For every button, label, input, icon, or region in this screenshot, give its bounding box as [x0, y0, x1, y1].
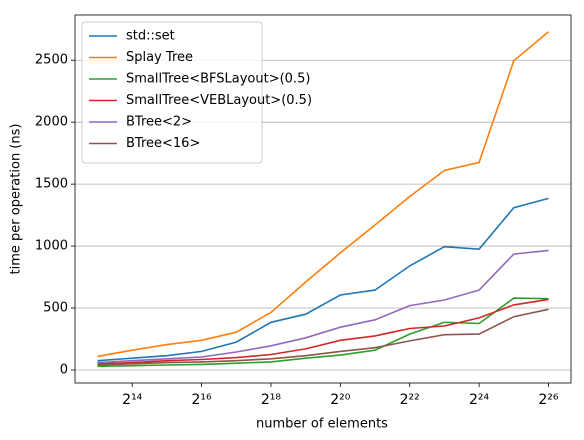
y-tick-label: 500 — [43, 301, 68, 316]
legend-label: SmallTree<BFSLayout>(0.5) — [126, 72, 310, 87]
x-tick-label: 2²⁴ — [469, 392, 490, 408]
legend-label: BTree<2> — [126, 115, 192, 130]
y-tick-label: 0 — [60, 362, 68, 377]
y-tick-label: 1000 — [35, 239, 68, 254]
legend-box — [81, 21, 263, 164]
x-tick-label: 2²² — [400, 392, 420, 408]
y-tick-label: 2000 — [35, 115, 68, 130]
y-tick-label: 1500 — [35, 177, 68, 192]
series-line — [97, 308, 549, 366]
y-axis-label: time per operation (ns) — [9, 124, 24, 275]
legend-label: std::set — [126, 29, 175, 44]
series-line — [97, 249, 549, 364]
x-axis-label: number of elements — [256, 417, 388, 432]
x-tick-label: 2²⁶ — [538, 392, 559, 408]
x-tick-label: 2²⁰ — [330, 392, 351, 408]
series-line — [97, 31, 550, 358]
x-tick-label: 2¹⁴ — [122, 392, 143, 408]
series-line — [97, 297, 549, 368]
legend-label: Splay Tree — [126, 50, 193, 65]
legend-label: SmallTree<VEBLayout>(0.5) — [126, 93, 312, 108]
series-line — [97, 197, 549, 362]
plot-frame — [74, 14, 572, 384]
y-tick-label: 2500 — [35, 53, 68, 68]
series-line — [97, 298, 549, 365]
legend-label: BTree<16> — [126, 136, 200, 151]
x-tick-label: 2¹⁶ — [192, 392, 213, 408]
x-tick-label: 2¹⁸ — [261, 392, 282, 408]
